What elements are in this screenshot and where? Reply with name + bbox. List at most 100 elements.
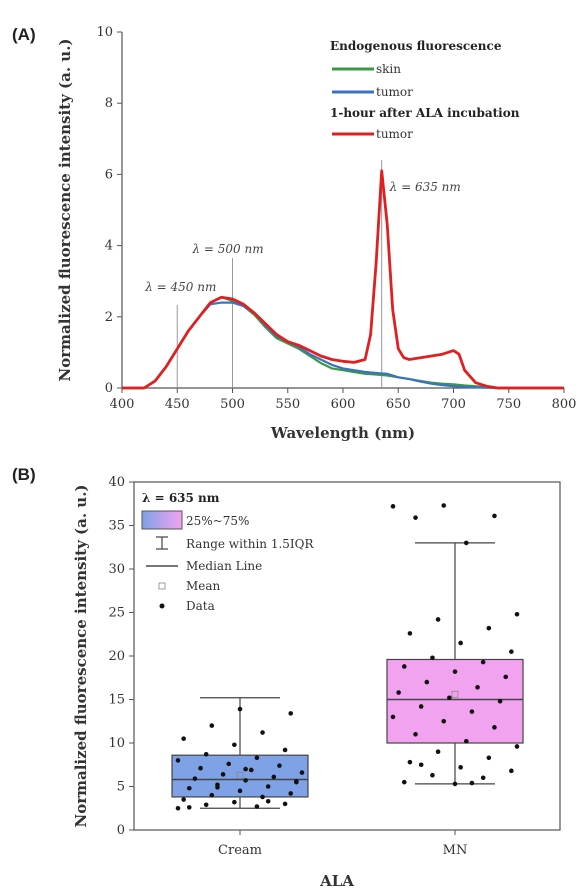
data-point — [390, 504, 396, 509]
y-tick-label: 2 — [105, 310, 113, 325]
data-point — [486, 625, 492, 631]
y-tick-label: 6 — [105, 167, 113, 182]
data-point — [497, 698, 503, 704]
y-tick-label: 35 — [108, 519, 125, 534]
panel-b-label: (B) — [12, 465, 36, 484]
data-point — [435, 617, 441, 622]
data-point — [469, 780, 475, 786]
data-point — [203, 752, 209, 757]
data-point — [237, 788, 243, 794]
data-point — [503, 674, 509, 680]
data-point — [407, 631, 413, 636]
data-point — [458, 765, 463, 770]
data-point — [215, 785, 220, 790]
x-axis-title: Wavelength (nm) — [270, 424, 415, 442]
data-point — [282, 801, 288, 807]
data-point — [288, 791, 294, 796]
data-point — [430, 772, 435, 778]
data-point — [198, 765, 203, 771]
data-point — [413, 732, 418, 737]
data-point — [248, 767, 254, 773]
data-point — [181, 797, 186, 802]
y-tick-label: 8 — [105, 96, 113, 111]
x-tick-label: 600 — [331, 397, 356, 412]
data-point — [458, 640, 463, 646]
data-point — [265, 798, 271, 804]
x-tick-label: 650 — [386, 397, 411, 412]
data-point — [401, 664, 407, 669]
annotation-label: λ = 635 nm — [389, 180, 461, 194]
legend-label-tumor: tumor — [376, 85, 413, 99]
data-point — [452, 669, 458, 674]
legend-group2-title: 1-hour after ALA incubation — [330, 106, 520, 120]
x-tick-label: 750 — [496, 397, 521, 412]
x-tick-label: 700 — [441, 397, 466, 412]
data-point — [271, 774, 277, 780]
data-point — [514, 744, 520, 749]
data-point — [435, 749, 441, 754]
y-tick-label: 20 — [108, 649, 125, 664]
data-point — [243, 766, 248, 772]
legend-title: λ = 635 nm — [142, 491, 220, 505]
legend-label-mean: Mean — [186, 579, 221, 593]
data-point — [299, 770, 305, 775]
data-point — [430, 655, 435, 661]
data-point — [441, 718, 447, 724]
legend-label-data: Data — [186, 599, 215, 613]
y-axis-title: Normalized fluorescence intensity (a. u.… — [72, 484, 90, 827]
data-point — [509, 768, 514, 774]
data-point — [463, 738, 469, 744]
x-tick-label: 400 — [110, 397, 135, 412]
data-point — [396, 690, 401, 695]
panel-a-label: (A) — [12, 25, 36, 44]
data-point — [514, 611, 520, 617]
y-axis-title: Normalized fluorescence intensity (a. u.… — [56, 38, 74, 381]
data-point — [294, 778, 299, 784]
line-chart-panel: 400 450 500 550 600 650 700 750 800 0 2 4 6 8 10 Wavele… — [56, 25, 576, 442]
data-point — [181, 736, 186, 741]
data-point — [209, 792, 215, 798]
data-point — [232, 742, 237, 748]
data-point — [186, 785, 192, 791]
data-point — [260, 794, 265, 800]
y-tick-label: 0 — [117, 823, 125, 838]
data-point — [220, 772, 226, 777]
annotation-label: λ = 450 nm — [144, 280, 216, 294]
data-point — [226, 761, 232, 767]
data-point — [232, 799, 237, 805]
x-tick-label: 450 — [165, 397, 190, 412]
x-tick-label: 500 — [220, 397, 245, 412]
data-point — [413, 515, 418, 520]
data-point — [447, 695, 452, 701]
legend-data-swatch — [159, 603, 165, 609]
box-chart-panel: 0 5 10 15 20 25 30 35 40 Cream MN ALA Normalized flu… — [72, 475, 561, 890]
legend-label-range: Range within 1.5IQR — [186, 537, 314, 551]
data-point — [175, 805, 181, 811]
data-point — [209, 723, 215, 728]
mean-marker — [236, 771, 244, 779]
data-point — [475, 685, 480, 690]
data-point — [390, 714, 396, 720]
y-tick-label: 25 — [108, 606, 125, 621]
annotation-label: λ = 500 nm — [192, 242, 264, 256]
data-point — [186, 805, 192, 810]
x-tick-label: 800 — [552, 397, 577, 412]
y-tick-label: 5 — [117, 780, 125, 795]
y-tick-label: 10 — [108, 736, 125, 751]
data-point — [260, 730, 265, 735]
data-point — [192, 776, 198, 781]
y-tick-label: 4 — [105, 239, 113, 254]
data-point — [424, 679, 430, 685]
data-point — [254, 755, 260, 761]
legend-mean-swatch — [158, 582, 166, 590]
data-point — [509, 649, 514, 654]
data-point — [401, 779, 407, 785]
data-point — [480, 775, 486, 781]
data-point — [288, 711, 294, 716]
data-point — [243, 778, 248, 783]
data-point — [175, 758, 181, 763]
data-point — [418, 704, 424, 709]
data-point — [265, 784, 271, 789]
data-point — [463, 540, 469, 546]
